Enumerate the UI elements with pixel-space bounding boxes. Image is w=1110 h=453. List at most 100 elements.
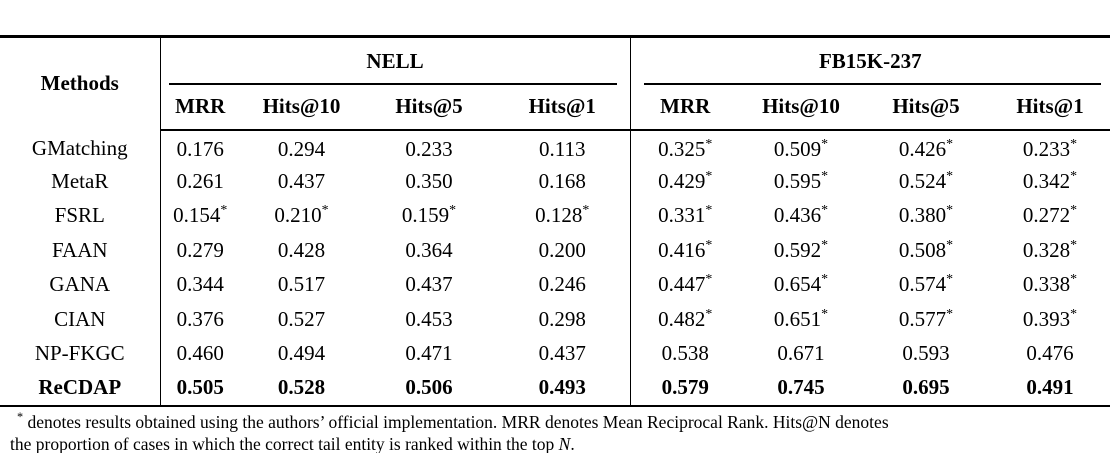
nell-value-cell: 0.453 bbox=[405, 306, 453, 331]
nell-value-cell: 0.428 bbox=[277, 237, 326, 262]
fb15k-237-value-cell: 0.436* bbox=[773, 202, 829, 228]
table-row-recdap: ReCDAP 0.505 0.528 0.506 0.493 0.579 0.745 0.69… bbox=[0, 371, 1110, 406]
fb-hits5-header: Hits@5 bbox=[862, 84, 990, 131]
nell-value-cell: 0.528 bbox=[277, 375, 326, 400]
fb15k-237-value-cell: 0.593 bbox=[902, 341, 950, 366]
fb15k-237-value-cell: 0.592* bbox=[773, 236, 829, 262]
nell-value-cell: 0.233 bbox=[405, 136, 453, 161]
table-row-cian: CIAN 0.376 0.527 0.453 0.298 0.482* 0.651* 0.57… bbox=[0, 302, 1110, 337]
fb15k-237-value-cell: 0.651* bbox=[773, 305, 829, 331]
nell-value-cell: 0.210* bbox=[274, 202, 329, 228]
fb15k-237-value-cell: 0.429* bbox=[658, 167, 713, 193]
fb15k-237-value-cell: 0.579 bbox=[661, 375, 709, 400]
footnote-line-1: * denotes results obtained using the aut… bbox=[10, 411, 1098, 433]
fb15k-237-value-cell: 0.325* bbox=[658, 135, 713, 161]
method-name-cell: GANA bbox=[0, 267, 161, 302]
nell-value-cell: 0.279 bbox=[176, 237, 224, 262]
nell-value-cell: 0.506 bbox=[405, 375, 453, 400]
fb15k-237-value-cell: 0.538 bbox=[661, 341, 709, 366]
table-row-np-fkgc: NP-FKGC 0.460 0.494 0.471 0.437 0.538 0.671 0.5… bbox=[0, 336, 1110, 371]
official-implementation-marker: * bbox=[1070, 271, 1078, 287]
nell-value-cell: 0.176 bbox=[176, 136, 224, 161]
nell-hits10-header: Hits@10 bbox=[240, 84, 363, 131]
fb15k-237-value-cell: 0.695 bbox=[902, 375, 950, 400]
official-implementation-marker: * bbox=[821, 271, 829, 287]
nell-value-cell: 0.128* bbox=[495, 198, 631, 233]
official-implementation-marker: * bbox=[821, 305, 829, 321]
nell-value-cell: 0.437 bbox=[277, 168, 326, 193]
fb15k-237-value-cell: 0.577* bbox=[898, 305, 954, 331]
official-implementation-marker: * bbox=[321, 202, 329, 218]
footnote-top-n-variable: N bbox=[558, 433, 571, 453]
nell-value-cell: 0.350 bbox=[405, 168, 453, 193]
official-implementation-marker: * bbox=[821, 202, 829, 218]
fb15k-237-value-cell: 0.509* bbox=[773, 135, 829, 161]
table-footnote: * denotes results obtained using the aut… bbox=[0, 411, 1110, 453]
nell-value-cell: 0.460 bbox=[176, 341, 224, 366]
nell-value-cell: 0.200 bbox=[495, 233, 631, 268]
nell-value-cell: 0.246 bbox=[495, 267, 631, 302]
official-implementation-marker: * bbox=[1070, 202, 1078, 218]
fb15k-237-value-cell: 0.491 bbox=[1026, 375, 1074, 400]
fb15k-237-value-cell: 0.447* bbox=[658, 271, 713, 297]
nell-value-cell: 0.261 bbox=[176, 168, 224, 193]
official-implementation-marker: * bbox=[821, 135, 829, 151]
official-implementation-marker: * bbox=[705, 167, 713, 183]
official-implementation-marker: * bbox=[705, 271, 713, 287]
official-implementation-marker: * bbox=[1070, 167, 1078, 183]
official-implementation-marker: * bbox=[946, 236, 954, 252]
method-name-cell: CIAN bbox=[0, 302, 161, 337]
fb15k-237-value-cell: 0.654* bbox=[773, 271, 829, 297]
fb15k-237-value-cell: 0.331* bbox=[658, 202, 713, 228]
footnote-line-1-text: denotes results obtained using the autho… bbox=[23, 411, 889, 432]
nell-value-cell: 0.154* bbox=[173, 202, 228, 228]
nell-mrr-header: MRR bbox=[160, 84, 240, 131]
fb15k-237-value-cell: 0.745 bbox=[777, 375, 825, 400]
official-implementation-marker: * bbox=[946, 167, 954, 183]
fb-hits10-header: Hits@10 bbox=[740, 84, 862, 131]
official-implementation-marker: * bbox=[705, 236, 713, 252]
official-implementation-marker: * bbox=[582, 202, 590, 218]
nell-value-cell: 0.527 bbox=[277, 306, 326, 331]
nell-value-cell: 0.437 bbox=[495, 336, 631, 371]
fb15k-237-value-cell: 0.233* bbox=[1022, 135, 1078, 161]
fb15k-237-value-cell: 0.595* bbox=[773, 167, 829, 193]
official-implementation-marker: * bbox=[946, 135, 954, 151]
fb-hits1-header: Hits@1 bbox=[990, 84, 1110, 131]
metric-header-row: MRR Hits@10 Hits@5 Hits@1 MRR Hits@10 Hi… bbox=[0, 84, 1110, 131]
official-implementation-marker: * bbox=[705, 202, 713, 218]
fb15k-237-value-cell: 0.574* bbox=[898, 271, 954, 297]
method-name-cell: FAAN bbox=[0, 233, 161, 268]
nell-value-cell: 0.376 bbox=[176, 306, 224, 331]
results-table: Methods NELL FB15K-237 MRR Hits@10 Hits@… bbox=[0, 35, 1110, 407]
group-header-row: Methods NELL FB15K-237 bbox=[0, 36, 1110, 130]
footnote-asterisk-marker: * bbox=[17, 409, 24, 424]
nell-value-cell: 0.113 bbox=[495, 129, 631, 164]
table-row-faan: FAAN 0.279 0.428 0.364 0.200 0.416* 0.592* 0.50… bbox=[0, 233, 1110, 268]
official-implementation-marker: * bbox=[1070, 236, 1078, 252]
official-implementation-marker: * bbox=[1070, 305, 1078, 321]
nell-value-cell: 0.493 bbox=[495, 371, 631, 406]
table-row-metar: MetaR 0.261 0.437 0.350 0.168 0.429* 0.595* 0.5… bbox=[0, 164, 1110, 199]
official-implementation-marker: * bbox=[946, 271, 954, 287]
official-implementation-marker: * bbox=[220, 202, 228, 218]
method-name-cell: NP-FKGC bbox=[0, 336, 161, 371]
official-implementation-marker: * bbox=[821, 236, 829, 252]
nell-value-cell: 0.505 bbox=[176, 375, 224, 400]
method-name-cell: FSRL bbox=[0, 198, 161, 233]
fb15k-237-value-cell: 0.426* bbox=[898, 135, 954, 161]
official-implementation-marker: * bbox=[1070, 135, 1078, 151]
table-row-gana: GANA 0.344 0.517 0.437 0.246 0.447* 0.654* 0.57… bbox=[0, 267, 1110, 302]
fb15k-237-value-cell: 0.328* bbox=[1022, 236, 1078, 262]
method-name-cell: MetaR bbox=[0, 164, 161, 199]
fb15k-237-value-cell: 0.380* bbox=[898, 202, 954, 228]
official-implementation-marker: * bbox=[946, 305, 954, 321]
table-row-fsrl: FSRL 0.154* 0.210* 0.159* 0.128* 0.331* 0.436*… bbox=[0, 198, 1110, 233]
group-header-nell: NELL bbox=[160, 36, 631, 85]
group-header-fb15k-237: FB15K-237 bbox=[630, 37, 1110, 85]
official-implementation-marker: * bbox=[449, 202, 457, 218]
nell-value-cell: 0.168 bbox=[495, 164, 631, 199]
methods-column-header: Methods bbox=[0, 36, 161, 130]
nell-value-cell: 0.298 bbox=[495, 302, 631, 337]
fb15k-237-value-cell: 0.272* bbox=[1022, 202, 1078, 228]
